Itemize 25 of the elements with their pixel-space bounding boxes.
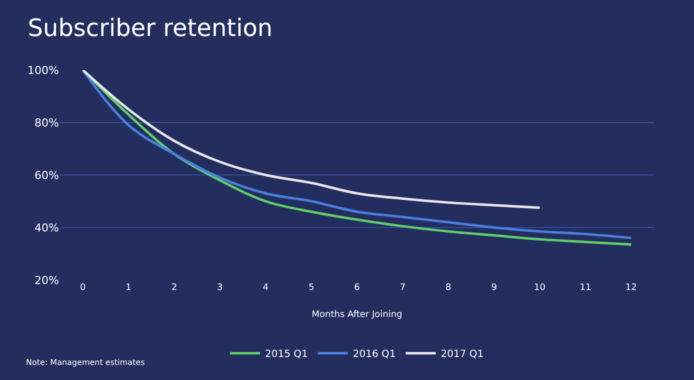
x-tick-label: 4	[262, 283, 269, 293]
x-tick-label: 5	[308, 283, 314, 293]
x-tick-label: 10	[534, 283, 546, 293]
y-tick-label: 60%	[34, 168, 59, 182]
chart-title: Subscriber retention	[28, 14, 273, 42]
x-tick-label: 8	[446, 283, 452, 293]
legend-label: 2017 Q1	[440, 349, 484, 360]
y-tick-label: 20%	[34, 274, 59, 287]
legend-label: 2016 Q1	[352, 349, 396, 360]
y-tick-label: 80%	[34, 116, 59, 130]
x-tick-label: 1	[126, 283, 132, 293]
text: Note: Management estimates	[26, 358, 145, 367]
x-tick-label: 6	[354, 283, 360, 293]
x-tick-label: 9	[491, 283, 498, 293]
y-tick-label: 100%	[28, 64, 59, 77]
legend-label: 2015 Q1	[265, 349, 308, 360]
x-tick-label: 11	[580, 283, 592, 293]
y-tick-label: 40%	[34, 221, 59, 234]
x-tick-label: 2	[171, 283, 178, 293]
x-tick-label: 3	[217, 283, 223, 293]
x-tick-label: 12	[625, 283, 637, 293]
line-series	[82, 70, 542, 210]
x-tick-label: 0	[80, 283, 86, 293]
x-tick-label: 7	[400, 283, 406, 293]
x-axis-title: Months After Joining	[312, 310, 402, 320]
